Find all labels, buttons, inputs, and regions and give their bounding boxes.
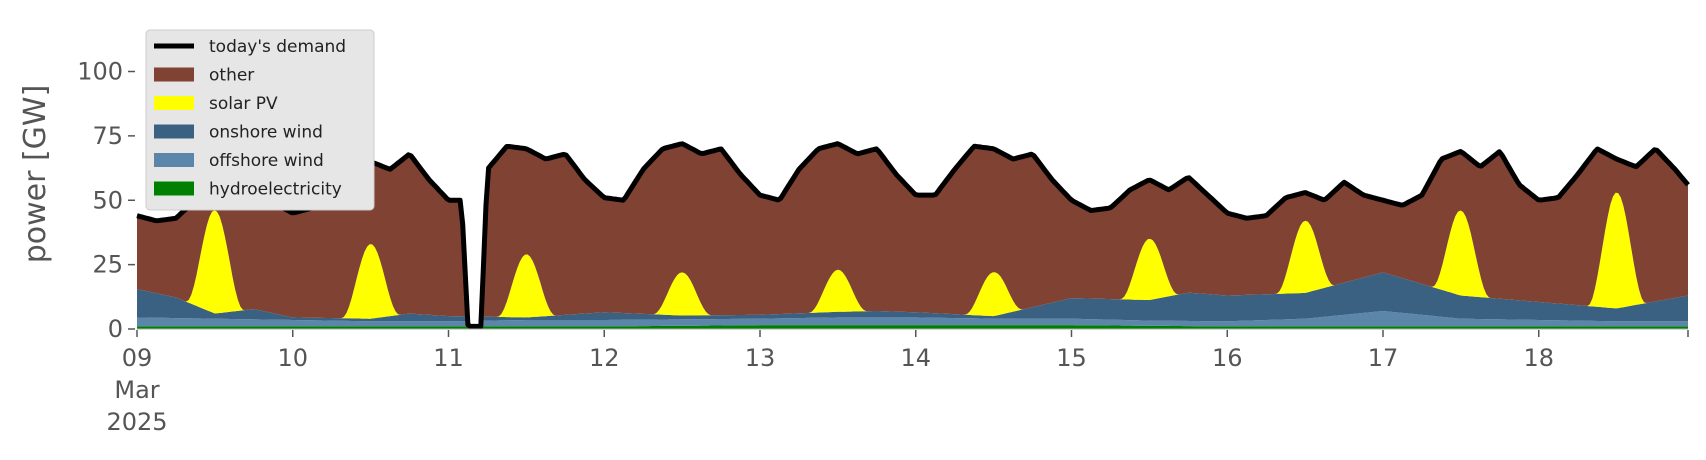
x-axis: 09 Mar 2025 10 11 12 13 14 15 16 17 18 xyxy=(106,330,1689,436)
legend-label: onshore wind xyxy=(209,123,323,143)
y-tick-label: 75 xyxy=(92,122,123,150)
x-tick-label: 12 xyxy=(589,344,620,372)
x-tick-label: 15 xyxy=(1056,344,1087,372)
legend-label: hydroelectricity xyxy=(209,180,342,200)
legend-swatch xyxy=(154,96,194,110)
legend-label: other xyxy=(209,66,254,86)
y-axis: 0 25 50 75 100 xyxy=(77,58,135,343)
legend-label: offshore wind xyxy=(209,151,324,171)
x-tick-label: 10 xyxy=(277,344,308,372)
legend-swatch xyxy=(154,153,194,167)
area-onshore-wind xyxy=(137,272,1688,327)
x-tick-label: 13 xyxy=(745,344,776,372)
legend-label: solar PV xyxy=(209,94,278,114)
legend-swatch xyxy=(154,181,194,196)
y-tick-label: 25 xyxy=(92,251,123,279)
demand-line xyxy=(136,141,1690,329)
legend-label: today's demand xyxy=(209,37,346,57)
x-tick-label: 11 xyxy=(433,344,464,372)
area-other xyxy=(137,143,1688,327)
area-solar-pv xyxy=(137,192,1688,327)
area-hydroelectricity xyxy=(137,325,1688,329)
y-tick-label: 0 xyxy=(108,315,123,343)
legend-swatch xyxy=(154,67,194,82)
x-tick-sublabel: 2025 xyxy=(106,408,167,436)
stacked-areas xyxy=(137,143,1688,329)
y-tick-label: 100 xyxy=(77,58,123,86)
legend-swatch xyxy=(154,124,194,139)
x-tick-label: 09 xyxy=(122,344,153,372)
x-tick-label: 14 xyxy=(900,344,931,372)
x-tick-sublabel: Mar xyxy=(114,376,159,404)
y-tick-label: 50 xyxy=(92,186,123,214)
area-offshore-wind xyxy=(137,311,1688,327)
x-tick-label: 16 xyxy=(1212,344,1243,372)
legend-box xyxy=(145,29,375,211)
x-tick-label: 18 xyxy=(1523,344,1554,372)
x-tick-label: 17 xyxy=(1368,344,1399,372)
legend: today's demand other solar PV onshore wind o… xyxy=(145,29,375,211)
y-axis-label: power [GW] xyxy=(18,85,53,264)
